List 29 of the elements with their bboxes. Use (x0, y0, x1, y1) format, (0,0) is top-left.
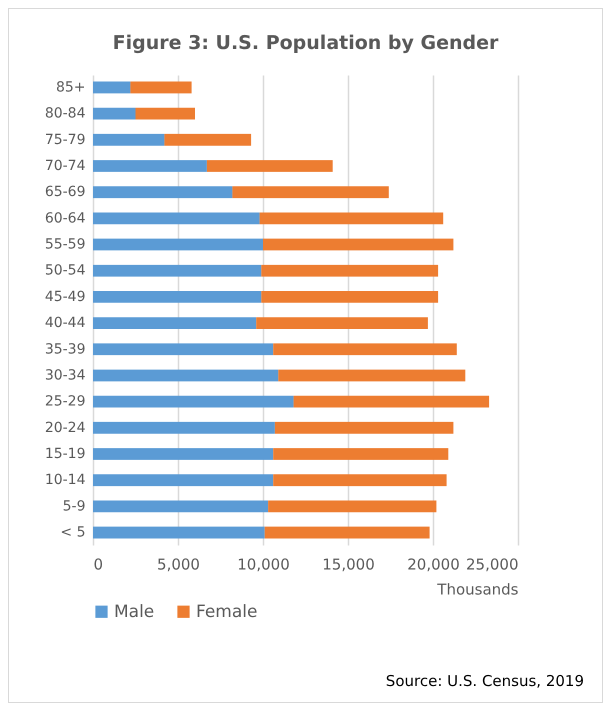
y-tick-label: 35-39 (44, 341, 86, 358)
y-tick-label: < 5 (60, 524, 86, 541)
y-tick-label: 55-59 (44, 236, 86, 253)
x-tick-label: 0 (94, 556, 104, 574)
chart-title: Figure 3: U.S. Population by Gender (112, 32, 500, 54)
y-tick-label: 65-69 (44, 184, 86, 200)
y-tick-label: 30-34 (44, 367, 86, 384)
x-tick-label: 5,000 (157, 556, 200, 574)
y-tick-label: 75-79 (44, 132, 86, 148)
y-tick-label: 20-24 (44, 420, 86, 436)
x-tick-label: 15,000 (322, 556, 375, 574)
y-tick-label: 80-84 (44, 106, 86, 122)
y-tick-label: 40-44 (44, 315, 86, 332)
y-tick-label: 85+ (56, 79, 86, 96)
x-tick-label: 25,000 (466, 556, 518, 574)
y-tick-label: 15-19 (44, 446, 86, 462)
y-tick-label: 60-64 (44, 210, 86, 226)
source-note: Source: U.S. Census, 2019 (386, 672, 584, 690)
y-tick-label: 50-54 (44, 262, 86, 279)
legend-label: Female (196, 602, 258, 622)
y-tick-label: 45-49 (44, 288, 86, 305)
y-tick-label: 25-29 (44, 394, 86, 410)
x-tick-label: 10,000 (237, 556, 290, 574)
x-axis-title: Thousands (436, 580, 519, 598)
legend-label: Male (114, 602, 154, 622)
y-tick-label: 10-14 (44, 472, 86, 488)
x-tick-label: 20,000 (407, 556, 460, 574)
y-tick-label: 70-74 (44, 158, 86, 174)
y-tick-label: 5-9 (62, 498, 86, 514)
